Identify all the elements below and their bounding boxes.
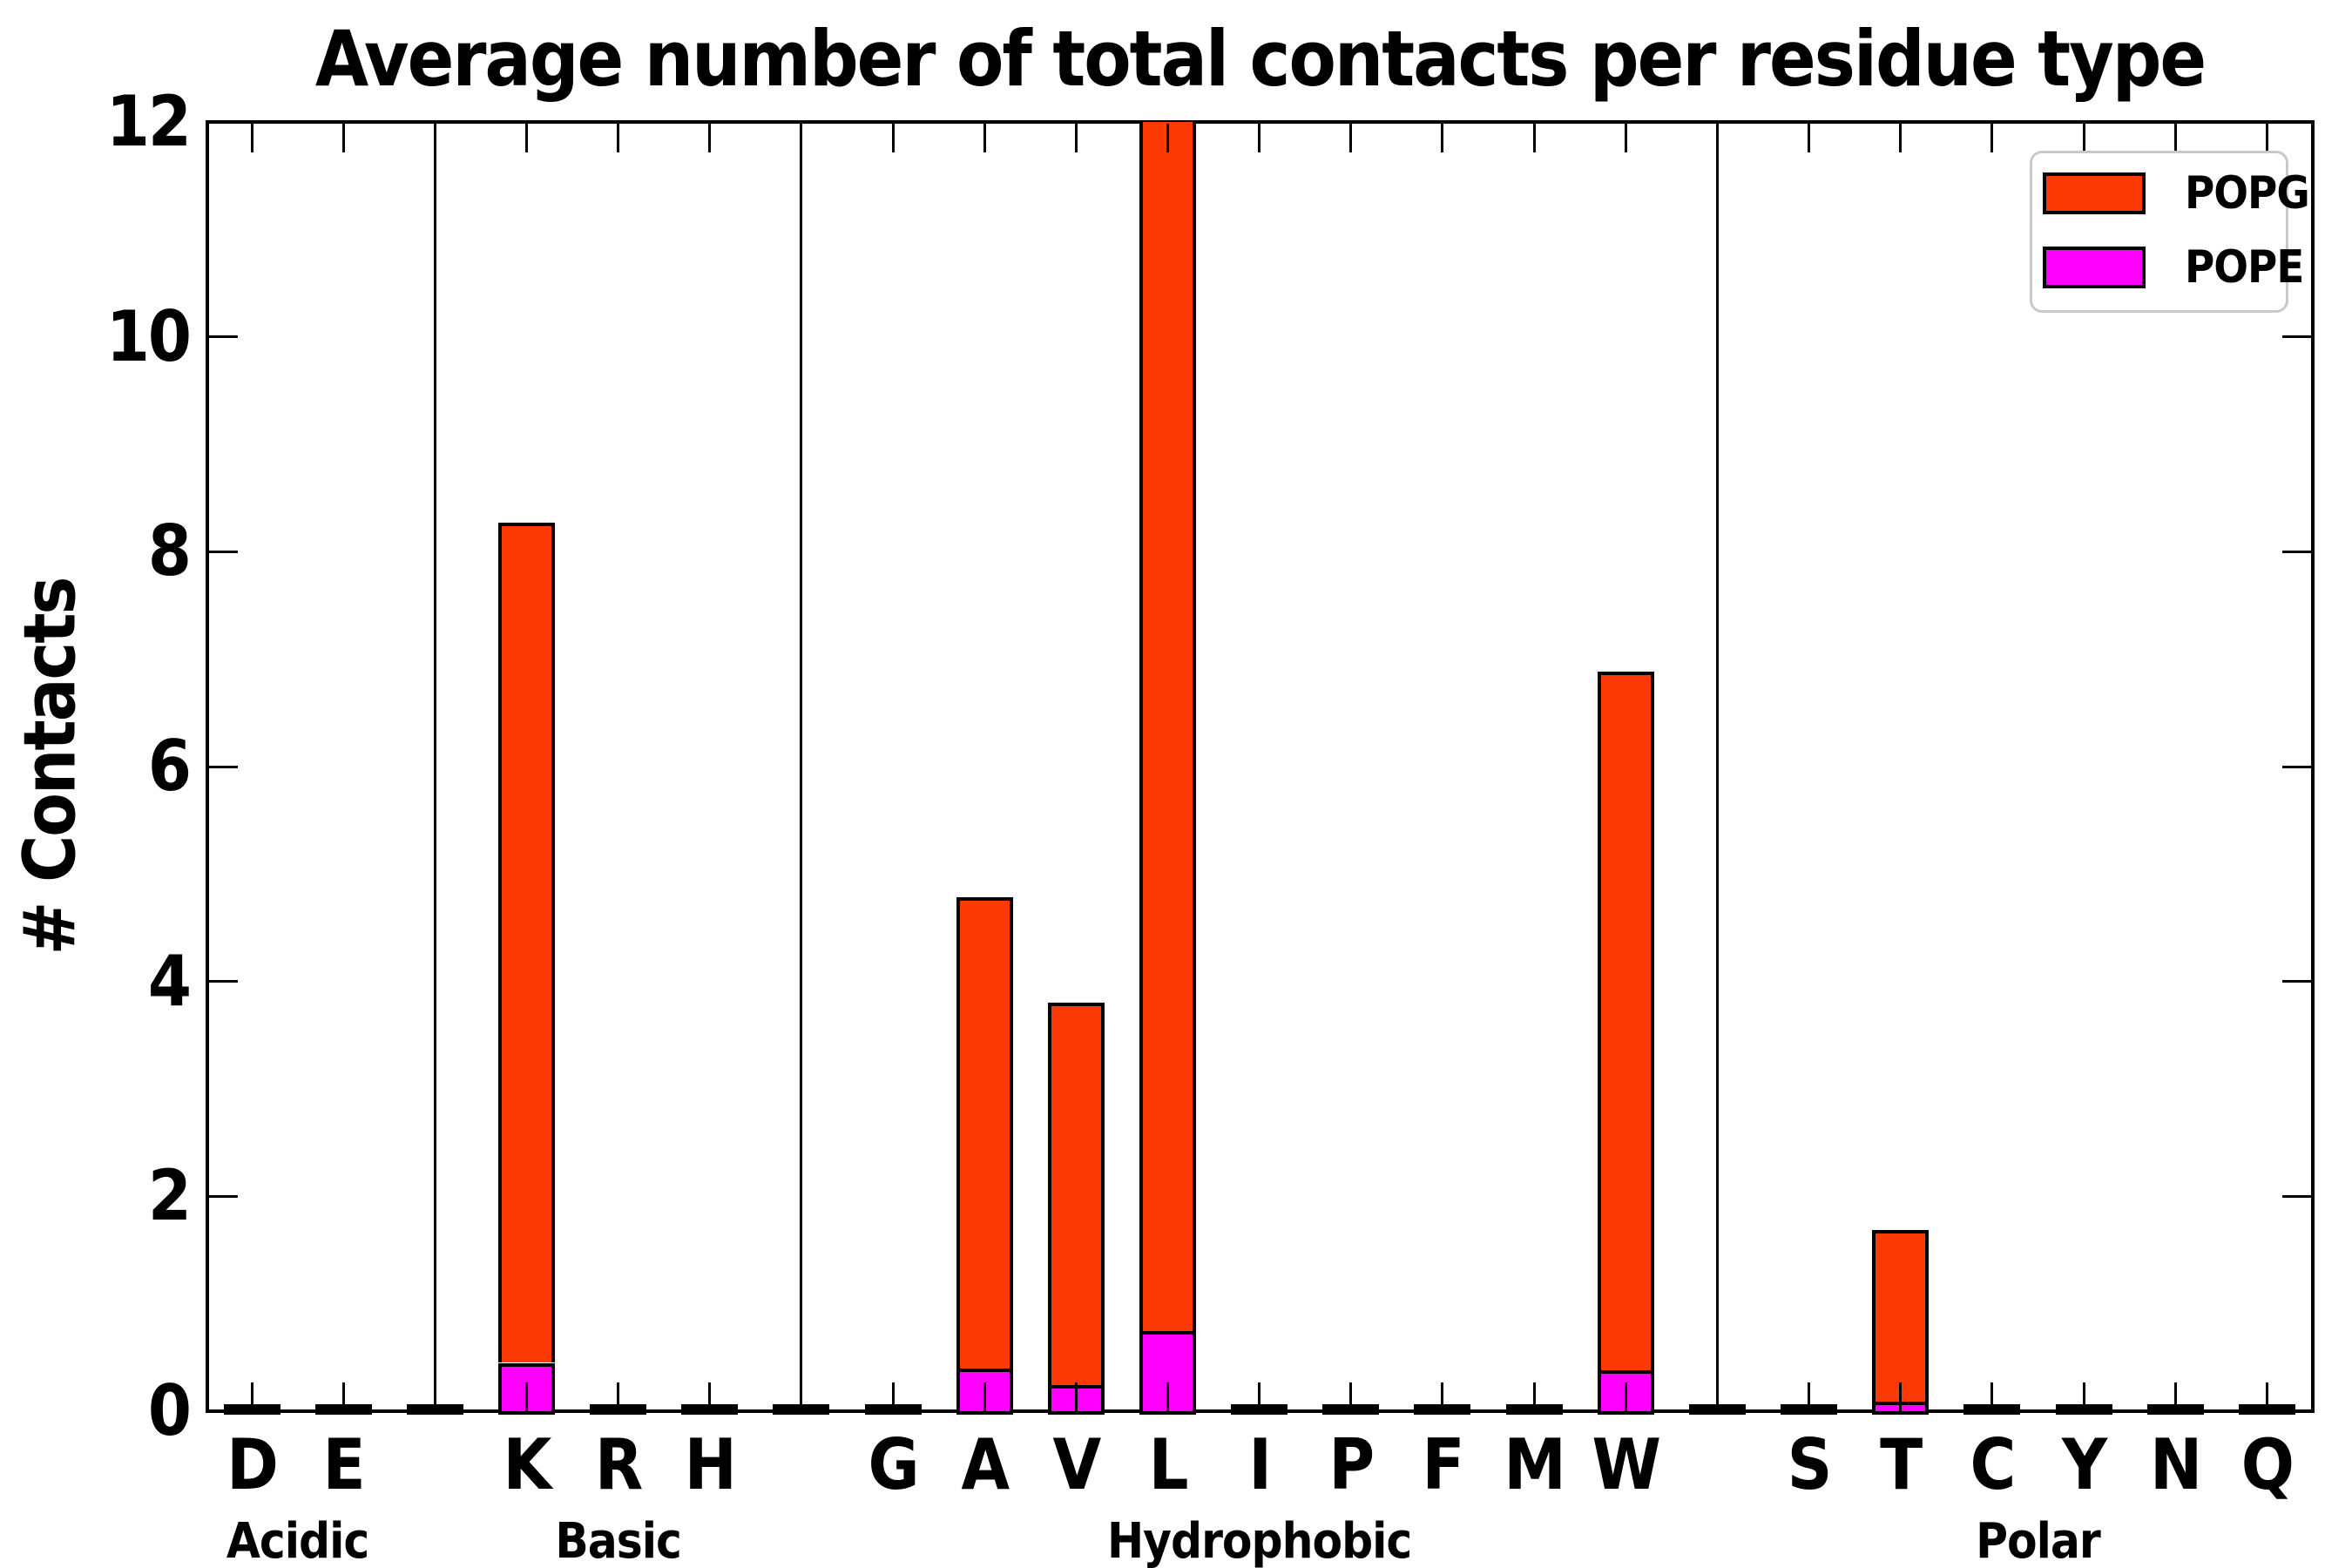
x-label-A: A [961, 1424, 1010, 1505]
x-label-D: D [226, 1424, 279, 1505]
x-label-F: F [1422, 1424, 1464, 1505]
group-label-acidic: Acidic [226, 1513, 369, 1568]
x-label-C: C [1970, 1424, 2016, 1505]
x-label-W: W [1592, 1424, 1661, 1505]
group-label-basic: Basic [555, 1513, 682, 1568]
x-label-Y: Y [2061, 1424, 2107, 1505]
plot-area [206, 120, 2315, 1413]
y-tick-label-8: 8 [147, 510, 192, 592]
legend-popg-swatch-icon [2043, 172, 2146, 214]
x-label-K: K [503, 1424, 552, 1505]
x-label-P: P [1328, 1424, 1375, 1505]
group-label-hydrophobic: Hydrophobic [1107, 1513, 1412, 1568]
legend-pope-swatch-icon [2043, 247, 2146, 288]
x-label-S: S [1787, 1424, 1833, 1505]
y-tick-label-12: 12 [105, 81, 192, 162]
x-label-I: I [1248, 1424, 1272, 1505]
legend-item-popg: POPG [2043, 167, 2310, 220]
y-tick-label-0: 0 [147, 1370, 192, 1451]
y-tick-label-4: 4 [147, 940, 192, 1022]
x-label-L: L [1148, 1424, 1189, 1505]
chart-title: Average number of total contacts per res… [314, 14, 2207, 104]
legend-pope-label: POPE [2185, 241, 2304, 294]
x-label-N: N [2150, 1424, 2202, 1505]
y-axis-label: # Contacts [9, 578, 92, 956]
x-label-E: E [322, 1424, 366, 1505]
x-label-Q: Q [2240, 1424, 2295, 1505]
y-tick-label-10: 10 [105, 295, 192, 377]
x-label-M: M [1504, 1424, 1566, 1505]
x-label-G: G [868, 1424, 920, 1505]
x-label-T: T [1880, 1424, 1923, 1505]
legend: POPG POPE [2030, 151, 2310, 313]
group-label-polar: Polar [1976, 1513, 2101, 1568]
legend-item-pope: POPE [2043, 241, 2304, 294]
x-label-H: H [684, 1424, 737, 1505]
x-label-R: R [594, 1424, 643, 1505]
x-label-V: V [1052, 1424, 1101, 1505]
y-tick-label-2: 2 [147, 1155, 192, 1237]
legend-popg-label: POPG [2185, 167, 2310, 220]
